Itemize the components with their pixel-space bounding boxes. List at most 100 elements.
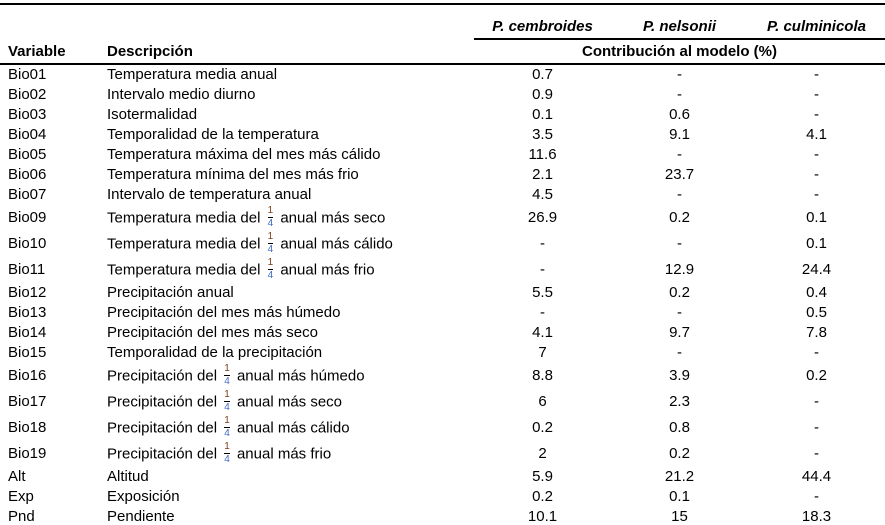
variable-cell: Bio15 (8, 344, 47, 361)
value-cell: - (814, 393, 819, 410)
table-row: Bio03 Isotermalidad 0.1 0.6 - (0, 105, 885, 125)
description-cell: Temperatura máxima del mes más cálido (107, 146, 381, 163)
table-row: Pnd Pendiente 10.1 15 18.3 (0, 507, 885, 525)
description-cell: Temperatura mínima del mes más frio (107, 166, 359, 183)
variable-cell: Bio11 (8, 261, 46, 278)
value-cell: - (814, 488, 819, 505)
value-cell: 4.5 (532, 186, 553, 203)
value-cell: 0.2 (532, 419, 553, 436)
value-cell: 0.6 (669, 106, 690, 123)
species-header-culminicola: P. culminicola (748, 4, 885, 40)
value-cell: - (677, 186, 682, 203)
value-cell: 0.2 (669, 445, 690, 462)
value-cell: - (677, 235, 682, 252)
value-cell: - (540, 261, 545, 278)
variable-cell: Bio18 (8, 419, 47, 436)
value-cell: - (814, 445, 819, 462)
species-header-row: P. cembroides P. nelsonii P. culminicola (0, 4, 885, 40)
value-cell: 9.7 (669, 324, 690, 341)
value-cell: 0.9 (532, 86, 553, 103)
value-cell: 0.8 (669, 419, 690, 436)
value-cell: 0.2 (669, 209, 690, 226)
value-cell: - (814, 344, 819, 361)
value-cell: 10.1 (527, 508, 558, 525)
value-cell: 0.1 (532, 106, 553, 123)
species-header-nelsonii: P. nelsonii (611, 4, 748, 40)
description-cell: Intervalo medio diurno (107, 86, 256, 103)
table-row: Bio06 Temperatura mínima del mes más frio… (0, 165, 885, 185)
variable-cell: Bio02 (8, 86, 47, 103)
table-row: Bio12 Precipitación anual 5.5 0.2 0.4 (0, 283, 885, 303)
description-cell: Precipitación anual (107, 284, 234, 301)
value-cell: 2.1 (532, 166, 553, 183)
value-cell: - (814, 106, 819, 123)
table-row: Bio15 Temporalidad de la precipitación 7 - - (0, 343, 885, 363)
value-cell: - (677, 304, 682, 321)
variable-cell: Bio17 (8, 393, 47, 410)
value-cell: 24.4 (801, 261, 832, 278)
variable-cell: Bio14 (8, 324, 47, 341)
value-cell: 7.8 (806, 324, 827, 341)
variable-cell: Bio07 (8, 186, 47, 203)
description-cell: Pendiente (107, 508, 175, 525)
value-cell: 0.2 (532, 488, 553, 505)
table-row: Bio14 Precipitación del mes más seco 4.1 9.… (0, 323, 885, 343)
description-cell: Temporalidad de la temperatura (107, 126, 319, 143)
variable-cell: Bio03 (8, 106, 47, 123)
variable-cell: Bio04 (8, 126, 47, 143)
value-cell: 44.4 (801, 468, 832, 485)
contribution-table: P. cembroides P. nelsonii P. culminicola… (0, 3, 885, 525)
value-cell: 21.2 (664, 468, 695, 485)
value-cell: 2.3 (669, 393, 690, 410)
table-row: Exp Exposición 0.2 0.1 - (0, 487, 885, 507)
value-cell: 0.1 (806, 209, 827, 226)
value-cell: 23.7 (664, 166, 695, 183)
description-cell: Precipitación del mes más seco (107, 324, 318, 341)
value-cell: 5.5 (532, 284, 553, 301)
variable-column-header: Variable (0, 39, 107, 65)
variable-cell: Bio01 (8, 66, 47, 83)
value-cell: 5.9 (532, 468, 553, 485)
value-cell: 15 (671, 508, 688, 525)
value-cell: 6 (538, 393, 547, 410)
value-cell: 0.4 (806, 284, 827, 301)
value-cell: 3.9 (669, 367, 690, 384)
description-cell: Precipitación del mes más húmedo (107, 304, 341, 321)
value-cell: 18.3 (801, 508, 832, 525)
variable-cell: Bio06 (8, 166, 47, 183)
table-row: Bio05 Temperatura máxima del mes más cáli… (0, 145, 885, 165)
value-cell: 3.5 (532, 126, 553, 143)
value-cell: 7 (538, 344, 547, 361)
value-cell: 9.1 (669, 126, 690, 143)
species-header-cembroides: P. cembroides (474, 4, 611, 40)
value-cell: 4.1 (806, 126, 827, 143)
variable-cell: Bio16 (8, 367, 47, 384)
table-row: Bio02 Intervalo medio diurno 0.9 - - (0, 85, 885, 105)
description-cell: Temperatura media anual (107, 66, 278, 83)
value-cell: 11.6 (528, 146, 557, 163)
variable-cell: Bio12 (8, 284, 47, 301)
value-cell: - (540, 304, 545, 321)
value-cell: 2 (538, 445, 547, 462)
value-cell: - (677, 344, 682, 361)
value-cell: - (540, 235, 545, 252)
description-cell: Altitud (107, 468, 149, 485)
value-cell: - (814, 146, 819, 163)
